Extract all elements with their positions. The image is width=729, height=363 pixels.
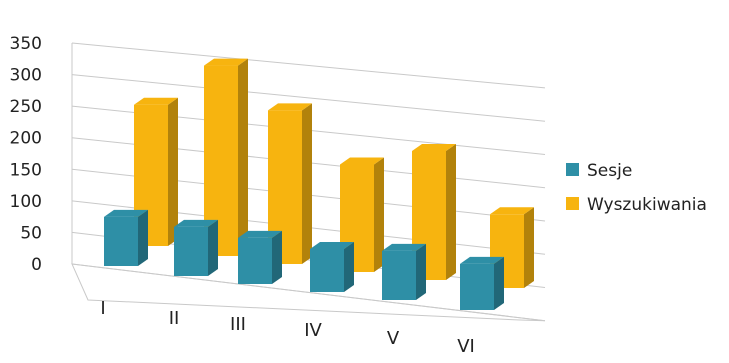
bar-top: [490, 207, 534, 215]
x-category-label: IV: [304, 320, 322, 341]
bar-front: [238, 237, 272, 284]
bar-top: [460, 256, 504, 264]
bar-front: [174, 226, 208, 276]
bar-side: [344, 242, 354, 292]
bar-side: [238, 58, 248, 257]
bar-front: [382, 250, 416, 300]
bar-side: [168, 97, 178, 246]
bar-side: [446, 144, 456, 280]
bar-sesje-2: [174, 219, 218, 276]
x-category-label: I: [100, 298, 105, 319]
y-tick-label: 250: [10, 97, 42, 117]
y-tick-label: 300: [10, 66, 42, 86]
bar-top: [382, 243, 426, 251]
y-tick-label: 0: [31, 255, 42, 275]
bar-side: [302, 103, 312, 264]
legend-swatch: [566, 197, 579, 210]
bar-side: [374, 157, 384, 272]
legend-swatch: [566, 163, 579, 176]
bar-top: [340, 157, 384, 165]
bar-front: [460, 263, 494, 310]
legend-label: Sesje: [587, 161, 632, 181]
y-tick-label: 200: [10, 129, 42, 149]
x-category-label: III: [230, 314, 246, 335]
bar-top: [204, 58, 248, 66]
bar-top: [104, 209, 148, 217]
x-category-label: II: [169, 308, 180, 329]
bar-side: [272, 230, 282, 284]
bar-top: [310, 242, 354, 249]
x-category-label: V: [387, 328, 400, 349]
bar-top: [268, 103, 312, 111]
bar-sesje-4: [310, 242, 354, 292]
bar-front: [104, 216, 138, 266]
bar-top: [238, 230, 282, 238]
bar-sesje-3: [238, 230, 282, 284]
legend-label: Wyszukiwania: [587, 195, 707, 215]
bar-top: [174, 219, 218, 227]
y-axis-ticks: 0 50 100 150 200 250 300 350: [10, 34, 42, 275]
bar-front: [310, 249, 344, 292]
bar-wyszukiwania-1: [134, 97, 178, 246]
x-axis-categories: I II III IV V VI: [100, 298, 474, 357]
y-tick-label: 50: [20, 223, 42, 243]
gridline: [71, 74, 546, 122]
bar-side: [416, 243, 426, 300]
legend: Sesje Wyszukiwania: [566, 161, 707, 215]
chart-floor: [71, 263, 546, 322]
y-tick-label: 150: [10, 160, 42, 180]
bar-side: [524, 207, 534, 288]
gridline: [71, 42, 546, 89]
bar-side: [208, 219, 218, 276]
bar-sesje-1: [104, 209, 148, 266]
bars: [104, 58, 534, 310]
bar-side: [138, 209, 148, 266]
bar-sesje-5: [382, 243, 426, 300]
y-tick-label: 350: [10, 34, 42, 54]
bar-top: [134, 97, 178, 105]
x-category-label: VI: [457, 336, 475, 357]
bar-sesje-6: [460, 256, 504, 310]
bar-side: [494, 256, 504, 310]
y-tick-label: 100: [10, 192, 42, 212]
bar-top: [412, 144, 456, 151]
